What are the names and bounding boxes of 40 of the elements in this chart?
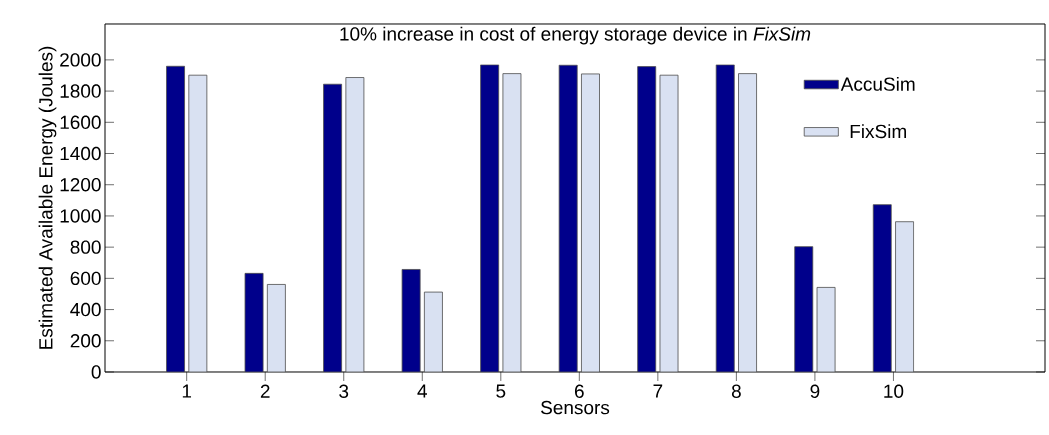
bar bbox=[166, 65, 185, 372]
x-tick-label: 6 bbox=[575, 384, 584, 398]
x-axis-title: Sensors bbox=[541, 400, 610, 415]
bar bbox=[266, 284, 286, 372]
bar bbox=[715, 64, 735, 372]
bar bbox=[738, 73, 757, 372]
y-tick-label: 1000 bbox=[60, 209, 101, 223]
bar bbox=[895, 221, 915, 372]
bar bbox=[581, 73, 600, 372]
x-tick-label: 1 bbox=[182, 384, 192, 398]
y-tick-label: 800 bbox=[70, 240, 101, 254]
legend-label: AccuSim bbox=[840, 76, 915, 91]
bar bbox=[188, 74, 208, 372]
x-tick-label: 7 bbox=[653, 384, 663, 398]
y-tick-label: 400 bbox=[70, 302, 101, 317]
y-tick-label: 1200 bbox=[60, 178, 101, 192]
y-tick-label: 1400 bbox=[60, 146, 101, 161]
y-tick-label: 2000 bbox=[60, 53, 101, 67]
bar bbox=[558, 64, 578, 372]
x-tick-label: 9 bbox=[810, 384, 820, 398]
y-tick-label: 1800 bbox=[60, 84, 101, 98]
y-tick-label: 200 bbox=[70, 334, 101, 348]
chart-title: 10% increase in cost of energy storage device in FixSim bbox=[340, 26, 811, 45]
bar bbox=[872, 204, 892, 372]
bar bbox=[480, 64, 500, 372]
x-tick-label: 5 bbox=[496, 384, 506, 398]
y-axis-title: Estimated Available Energy (Joules) bbox=[38, 46, 57, 349]
bar bbox=[637, 66, 657, 372]
bar bbox=[423, 291, 443, 372]
legend-label: FixSim bbox=[850, 124, 906, 139]
x-tick-label: 3 bbox=[339, 384, 349, 398]
y-tick-label: 600 bbox=[70, 271, 101, 286]
x-tick-label: 10 bbox=[884, 384, 904, 398]
y-tick-label: 1600 bbox=[60, 115, 101, 130]
y-tick-label: 0 bbox=[91, 365, 101, 379]
x-tick-label: 2 bbox=[260, 384, 270, 398]
bar bbox=[323, 83, 343, 372]
x-tick-label: 8 bbox=[731, 384, 741, 398]
bar bbox=[794, 246, 814, 372]
x-tick-label: 4 bbox=[417, 384, 427, 398]
